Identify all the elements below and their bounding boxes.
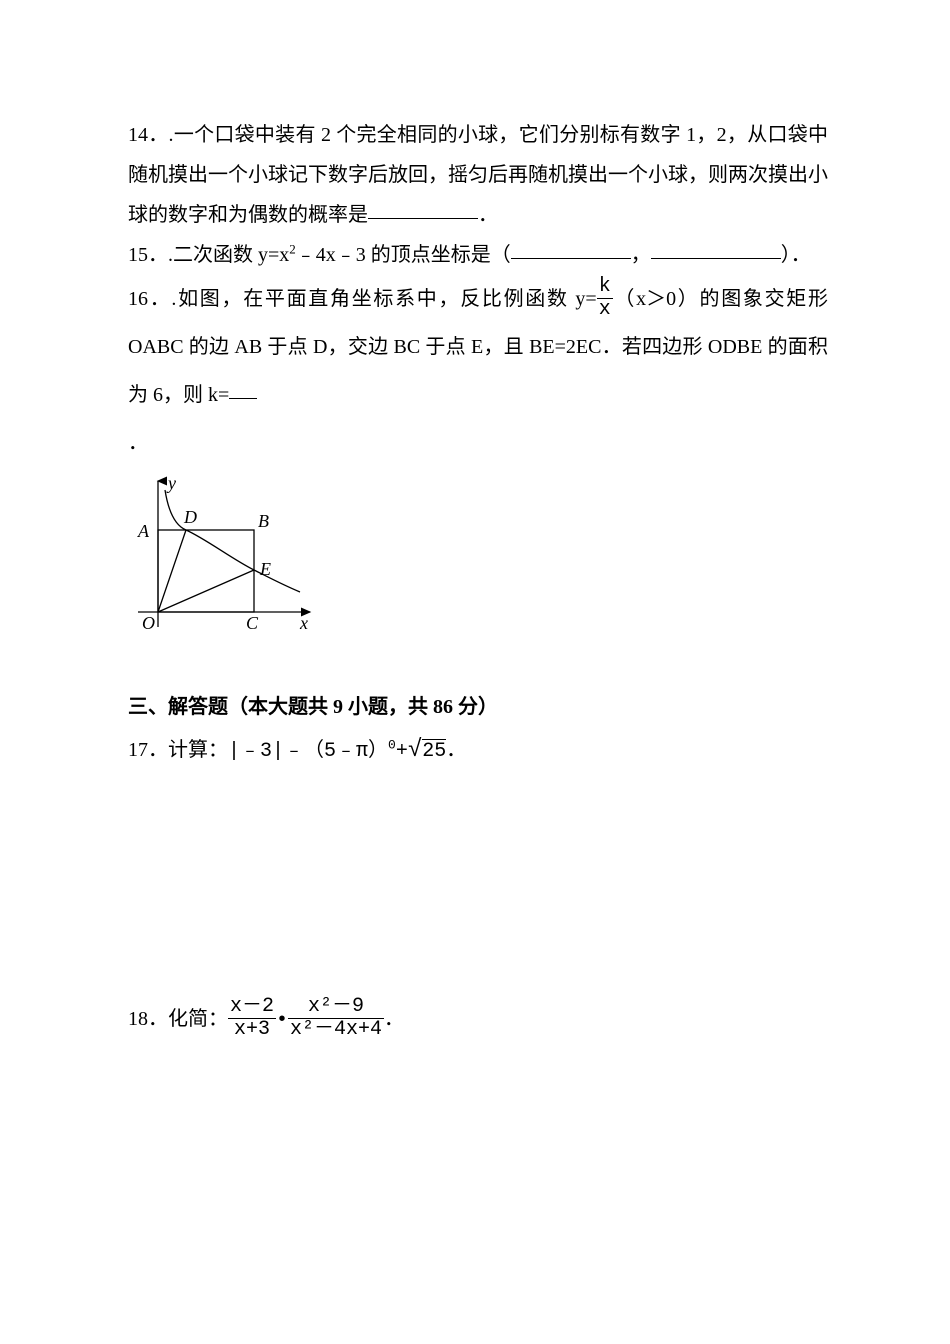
- q17-expr-a: |﹣3|﹣（5﹣π）: [228, 740, 388, 763]
- q15-number: 15．: [128, 244, 168, 266]
- q18-dot: •: [276, 1009, 288, 1032]
- hyperbola: [165, 490, 300, 592]
- label-C: C: [246, 613, 259, 633]
- q18-number: 18．: [128, 1008, 168, 1030]
- q18-frac1-den: x+3: [228, 1019, 276, 1041]
- q17-sqrt: √25: [408, 727, 446, 775]
- label-B: B: [258, 511, 269, 531]
- label-E: E: [259, 559, 271, 579]
- q16-text-a: .如图，在平面直角坐标系中，反比例函数 y=: [171, 288, 596, 310]
- q18-period: ．: [384, 1008, 404, 1030]
- q15-paren-close: ）．: [781, 244, 811, 266]
- q16-frac-num: k: [597, 276, 613, 299]
- q16-diagram-block: y x O A B C D E: [128, 475, 828, 659]
- q17-period: ．: [446, 739, 466, 761]
- ray-OE: [158, 570, 254, 612]
- q16-frac-den: x: [597, 299, 613, 321]
- q15-blank-right: [651, 238, 781, 259]
- label-x: x: [299, 613, 308, 633]
- label-A: A: [137, 521, 150, 541]
- q18-frac2-num: x²－9: [288, 996, 384, 1019]
- q18-frac1-num: x－2: [228, 996, 276, 1019]
- question-14: 14．.一个口袋中装有 2 个完全相同的小球，它们分别标有数字 1，2，从口袋中…: [128, 115, 828, 235]
- q18-label: 化简：: [168, 1008, 228, 1030]
- q14-number: 14．: [128, 124, 169, 146]
- q16-fraction: kx: [597, 276, 613, 321]
- question-18: 18．化简：x－2x+3•x²－9x²－4x+4．: [128, 995, 828, 1045]
- question-16: 16．.如图，在平面直角坐标系中，反比例函数 y=kx（x＞0）的图象交矩形 O…: [128, 275, 828, 467]
- q17-radicand: 25: [422, 739, 446, 763]
- question-15: 15．.二次函数 y=x2﹣4x﹣3 的顶点坐标是（，）．: [128, 235, 828, 275]
- q17-label: 计算：: [168, 739, 228, 761]
- workspace-17: [128, 775, 828, 995]
- q14-blank: [368, 198, 478, 219]
- q15-comma: ，: [631, 244, 651, 266]
- section-3-title: 三、解答题（本大题共 9 小题，共 86 分）: [128, 687, 828, 727]
- ray-OD: [158, 530, 186, 612]
- q18-frac2: x²－9x²－4x+4: [288, 996, 384, 1041]
- label-O: O: [142, 613, 155, 633]
- label-D: D: [183, 507, 197, 527]
- label-y: y: [166, 475, 176, 493]
- q17-number: 17．: [128, 739, 168, 761]
- q15-blank-left: [511, 238, 631, 259]
- q14-period: ．: [478, 204, 498, 226]
- q17-expr-b: +: [396, 740, 408, 763]
- page: 14．.一个口袋中装有 2 个完全相同的小球，它们分别标有数字 1，2，从口袋中…: [0, 0, 950, 1344]
- q18-frac2-den: x²－4x+4: [288, 1019, 384, 1041]
- q17-sup: 0: [388, 737, 396, 752]
- question-17: 17．计算：|﹣3|﹣（5﹣π）0+√25．: [128, 727, 828, 775]
- q18-frac1: x－2x+3: [228, 996, 276, 1041]
- q15-text-a: .二次函数 y=x: [168, 244, 289, 266]
- content-area: 14．.一个口袋中装有 2 个完全相同的小球，它们分别标有数字 1，2，从口袋中…: [128, 115, 828, 1045]
- q15-text-b: ﹣4x﹣3 的顶点坐标是（: [296, 244, 511, 266]
- q16-blank: [229, 378, 257, 399]
- q16-diagram: y x O A B C D E: [128, 475, 313, 645]
- q16-period: ．: [128, 432, 148, 454]
- q16-number: 16．: [128, 288, 171, 310]
